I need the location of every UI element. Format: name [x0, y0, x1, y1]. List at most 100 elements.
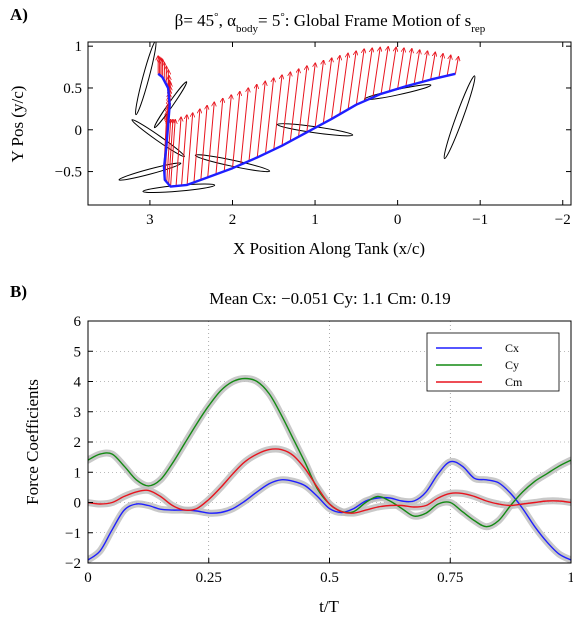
- panel-b-xtick-label: 0.25: [196, 570, 222, 586]
- panel-a-title-beta-value: = 45: [183, 11, 214, 30]
- panel-b-title: Mean Cx: −0.051 Cy: 1.1 Cm: 0.19: [209, 289, 450, 308]
- force-arrow: [223, 95, 231, 172]
- force-arrow: [168, 119, 173, 185]
- panel-b: B) Mean Cx: −0.051 Cy: 1.1 Cm: 0.19 0 0.2…: [10, 282, 573, 616]
- panel-a: A) β= 45°, αbody= 5°: Global Frame Motio…: [8, 5, 572, 258]
- panel-b-ytick-label: 4: [74, 375, 82, 391]
- panel-a-motion-path: [157, 72, 456, 188]
- force-arrow: [181, 115, 187, 186]
- motion-path-line: [157, 72, 456, 188]
- series-line-cx: [88, 460, 571, 561]
- panel-a-xtick-label: 1: [311, 212, 319, 228]
- force-arrow: [166, 119, 171, 183]
- force-arrow: [405, 49, 412, 87]
- panel-a-xtick-label: 2: [229, 212, 237, 228]
- force-arrow: [322, 58, 331, 124]
- force-arrow: [364, 48, 373, 102]
- force-arrow: [438, 54, 443, 78]
- force-arrow: [207, 102, 215, 178]
- panel-a-title-degree-2: °: [280, 11, 284, 23]
- force-arrow: [215, 98, 223, 175]
- force-arrow: [372, 47, 380, 98]
- panel-a-title-alpha: α: [227, 11, 236, 30]
- legend-label-cm: Cm: [505, 375, 523, 389]
- panel-b-ylabel: Force Coefficients: [23, 379, 42, 505]
- force-arrow: [421, 51, 427, 82]
- panel-a-xtick-label: 0: [394, 212, 402, 228]
- legend-label-cy: Cy: [505, 358, 519, 372]
- force-arrow: [175, 117, 181, 187]
- foil-outline: [135, 42, 157, 116]
- force-arrow: [240, 88, 249, 165]
- force-arrow: [413, 50, 420, 85]
- panel-a-ytick-label: −0.5: [55, 165, 82, 181]
- panel-b-xtick-label: 0.75: [437, 570, 463, 586]
- panel-a-title-alpha-subscript: body: [236, 23, 259, 35]
- panel-a-axes-box: [87, 41, 572, 206]
- panel-a-title-s-subscript: rep: [471, 23, 486, 35]
- panel-a-ytick-label: 0.5: [63, 81, 82, 97]
- force-arrow: [347, 51, 356, 110]
- force-arrow: [186, 113, 193, 185]
- force-arrow: [281, 72, 290, 146]
- panel-b-label: B): [10, 282, 27, 301]
- panel-a-title-degree-1: °: [214, 11, 218, 23]
- panel-b-xtick-label: 1: [567, 570, 573, 586]
- force-arrow: [454, 57, 458, 74]
- panel-b-ytick-label: 6: [74, 314, 82, 330]
- panel-b-ytick-label: 0: [74, 496, 82, 512]
- panel-a-ytick-label: 0: [75, 123, 83, 139]
- panel-a-title-rest: : Global Frame Motion of s: [285, 11, 472, 30]
- force-arrow: [446, 55, 451, 76]
- panel-a-xtick-label: −1: [472, 212, 488, 228]
- panel-a-xtick-label: 3: [146, 212, 154, 228]
- panel-b-ticks: 0 0.25 0.5 0.75 1 −2 −1 0 1 2 3 4 5 6: [65, 314, 573, 586]
- force-arrow: [430, 52, 436, 80]
- force-arrow: [331, 56, 340, 119]
- legend-entries: Cx Cy Cm: [436, 341, 523, 389]
- panel-a-ticks: 3 2 1 0 −1 −2 1 0.5 0 −0.5: [55, 39, 571, 228]
- force-arrow: [289, 69, 298, 142]
- force-arrow: [193, 109, 200, 183]
- foil-outline: [118, 162, 182, 181]
- legend: Cx Cy Cm: [426, 332, 560, 392]
- force-arrow: [380, 47, 388, 94]
- panel-a-label: A): [10, 5, 28, 24]
- legend-label-cx: Cx: [505, 341, 519, 355]
- panel-a-force-arrows: [158, 47, 458, 187]
- force-arrow: [355, 49, 364, 105]
- panel-a-title: β= 45°, αbody= 5°: Global Frame Motion o…: [175, 11, 486, 35]
- force-arrow: [273, 75, 282, 150]
- force-arrow: [339, 53, 348, 115]
- foil-outline: [142, 183, 216, 194]
- panel-a-xlabel: X Position Along Tank (x/c): [233, 239, 425, 258]
- force-arrow: [397, 48, 404, 89]
- force-arrow: [388, 47, 396, 92]
- foil-outline: [443, 75, 476, 160]
- panel-b-ytick-label: −1: [65, 526, 81, 542]
- force-arrow: [200, 105, 207, 180]
- panel-b-xlabel: t/T: [319, 597, 339, 616]
- panel-b-ytick-label: 1: [74, 465, 82, 481]
- series-line-cm: [88, 448, 571, 514]
- force-arrow: [256, 81, 265, 158]
- panel-a-ylabel: Y Pos (y/c): [8, 86, 27, 163]
- foil-outline: [131, 119, 185, 158]
- force-arrow: [231, 91, 239, 169]
- panel-a-title-beta: β: [175, 11, 184, 30]
- panel-b-xtick-label: 0.5: [320, 570, 339, 586]
- force-arrow: [265, 78, 274, 154]
- force-arrow: [306, 63, 316, 133]
- panel-a-title-alpha-value: = 5: [258, 11, 280, 30]
- panel-b-series-lines: [88, 377, 571, 561]
- force-arrow: [298, 66, 308, 137]
- force-arrow: [314, 60, 324, 128]
- panel-b-ytick-label: 2: [74, 435, 82, 451]
- panel-a-ytick-label: 1: [75, 39, 83, 55]
- panel-a-xtick-label: −2: [555, 212, 571, 228]
- panel-b-ytick-label: 5: [74, 344, 82, 360]
- force-arrow: [170, 120, 176, 187]
- panel-b-ytick-label: 3: [74, 405, 82, 421]
- panel-b-xtick-label: 0: [84, 570, 92, 586]
